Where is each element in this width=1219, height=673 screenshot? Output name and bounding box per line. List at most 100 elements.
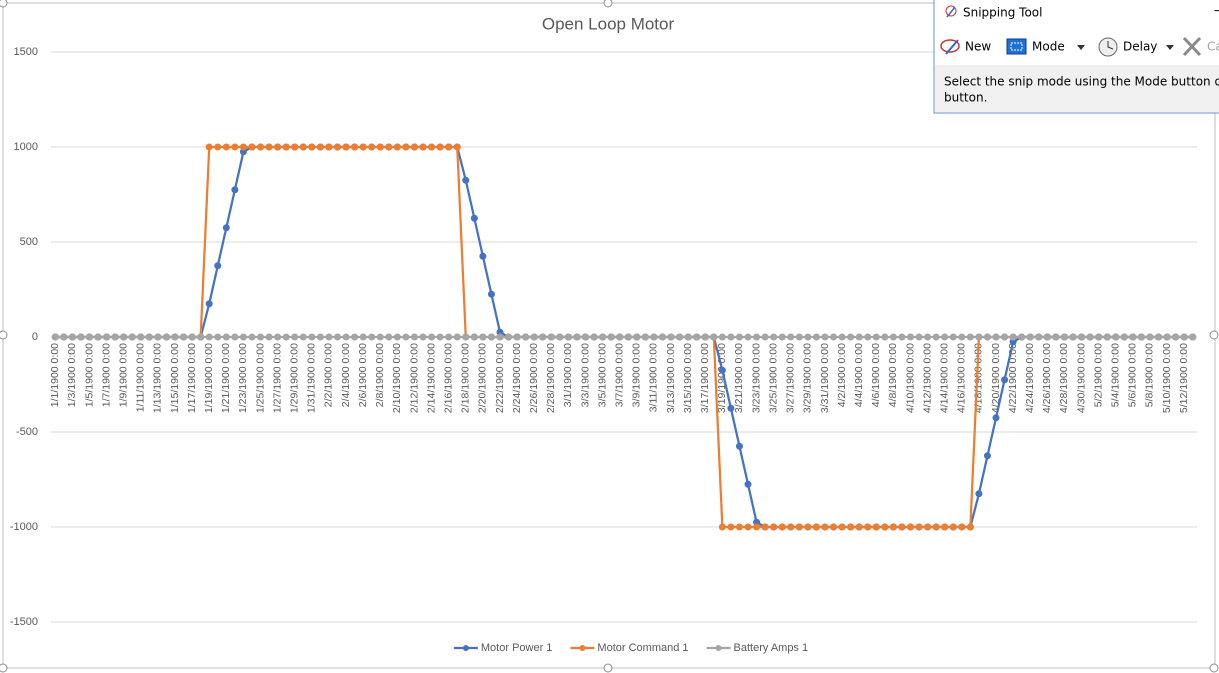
- point-marker: [222, 224, 230, 232]
- handle[interactable]: [1209, 330, 1219, 340]
- x-tick-label: 4/12/1900 0:00: [921, 343, 933, 413]
- point-marker: [334, 143, 341, 151]
- point-marker: [812, 333, 820, 341]
- x-tick-label: 2/14/1900 0:00: [425, 343, 437, 413]
- point-marker: [453, 333, 461, 341]
- y-tick-label: -500: [16, 426, 38, 438]
- mode-icon: [1006, 38, 1027, 55]
- point-marker: [316, 333, 324, 341]
- point-marker: [1009, 333, 1017, 341]
- y-tick-label: -1500: [10, 616, 38, 628]
- cancel-button[interactable]: Ca: [1207, 40, 1219, 54]
- x-tick-label: 4/10/1900 0:00: [904, 343, 916, 413]
- x-tick-label: 3/25/1900 0:00: [767, 343, 779, 413]
- point-marker: [530, 333, 538, 341]
- x-tick-label: 5/4/1900 0:00: [1110, 343, 1122, 407]
- handle[interactable]: [1209, 663, 1219, 673]
- y-tick-label: 1500: [14, 46, 38, 58]
- point-marker: [924, 523, 932, 531]
- point-marker: [496, 333, 504, 341]
- point-marker: [821, 523, 829, 531]
- point-marker: [564, 333, 572, 341]
- x-tick-label: 2/24/1900 0:00: [511, 343, 523, 413]
- point-marker: [351, 333, 359, 341]
- handle[interactable]: [0, 0, 8, 8]
- point-marker: [128, 333, 136, 341]
- point-marker: [975, 490, 983, 498]
- point-marker: [573, 333, 581, 341]
- point-marker: [932, 333, 940, 341]
- point-marker: [744, 523, 752, 531]
- point-marker: [641, 333, 649, 341]
- point-marker: [624, 333, 632, 341]
- x-tick-label: 3/15/1900 0:00: [682, 343, 694, 413]
- legend-marker: [715, 645, 722, 651]
- minimize[interactable]: −: [1213, 4, 1219, 18]
- point-marker: [1026, 333, 1034, 341]
- handle[interactable]: [603, 0, 613, 8]
- point-marker: [864, 333, 872, 341]
- point-marker: [847, 333, 855, 341]
- x-tick-label: 3/5/1900 0:00: [596, 343, 608, 407]
- x-tick-label: 3/11/1900 0:00: [648, 343, 660, 412]
- point-marker: [188, 333, 196, 341]
- point-marker: [727, 523, 735, 531]
- legend-label: Motor Command 1: [597, 642, 688, 654]
- point-marker: [983, 333, 991, 341]
- point-marker: [804, 333, 812, 341]
- point-marker: [505, 333, 513, 341]
- point-marker: [479, 333, 487, 341]
- handle[interactable]: [0, 663, 8, 673]
- point-marker: [735, 523, 743, 531]
- handle[interactable]: [603, 663, 613, 673]
- mode-button[interactable]: Mode: [1032, 40, 1065, 54]
- x-tick-label: 4/28/1900 0:00: [1058, 343, 1070, 413]
- point-marker: [214, 262, 222, 270]
- x-tick-label: 1/9/1900 0:00: [117, 343, 129, 407]
- delay-dropdown[interactable]: [1166, 45, 1174, 50]
- point-marker: [693, 333, 701, 341]
- point-marker: [359, 333, 367, 341]
- point-marker: [487, 333, 495, 341]
- point-marker: [1172, 333, 1180, 341]
- point-marker: [231, 186, 239, 194]
- point-marker: [214, 333, 222, 341]
- x-tick-label: 4/6/1900 0:00: [870, 343, 882, 407]
- point-marker: [265, 333, 273, 341]
- point-marker: [222, 143, 230, 151]
- new-button[interactable]: New: [965, 40, 991, 54]
- delay-button[interactable]: Delay: [1123, 40, 1157, 54]
- legend-item: Battery Amps 1: [706, 642, 808, 654]
- point-marker: [1052, 333, 1060, 341]
- point-marker: [932, 523, 940, 531]
- point-marker: [1120, 333, 1128, 341]
- point-marker: [325, 333, 333, 341]
- point-marker: [325, 143, 333, 151]
- handle[interactable]: [0, 330, 8, 340]
- point-marker: [77, 333, 85, 341]
- point-marker: [744, 333, 752, 341]
- point-marker: [410, 143, 418, 151]
- mode-dropdown[interactable]: [1077, 45, 1085, 50]
- point-marker: [855, 523, 863, 531]
- point-marker: [154, 333, 162, 341]
- x-tick-label: 5/12/1900 0:00: [1178, 343, 1190, 413]
- point-marker: [889, 333, 897, 341]
- point-marker: [847, 523, 855, 531]
- point-marker: [51, 333, 59, 341]
- point-marker: [804, 523, 812, 531]
- point-marker: [257, 143, 265, 151]
- point-marker: [368, 143, 376, 151]
- window-title: Snipping Tool: [963, 6, 1042, 20]
- point-marker: [470, 214, 478, 222]
- x-tick-label: 1/25/1900 0:00: [254, 343, 266, 413]
- point-marker: [299, 143, 307, 151]
- point-marker: [1137, 333, 1145, 341]
- x-tick-label: 2/26/1900 0:00: [528, 343, 540, 413]
- point-marker: [830, 333, 838, 341]
- point-marker: [778, 333, 786, 341]
- x-tick-label: 1/3/1900 0:00: [66, 343, 78, 407]
- point-marker: [85, 333, 93, 341]
- legend: Motor Power 1 Motor Command 1 Battery Amps…: [453, 642, 808, 654]
